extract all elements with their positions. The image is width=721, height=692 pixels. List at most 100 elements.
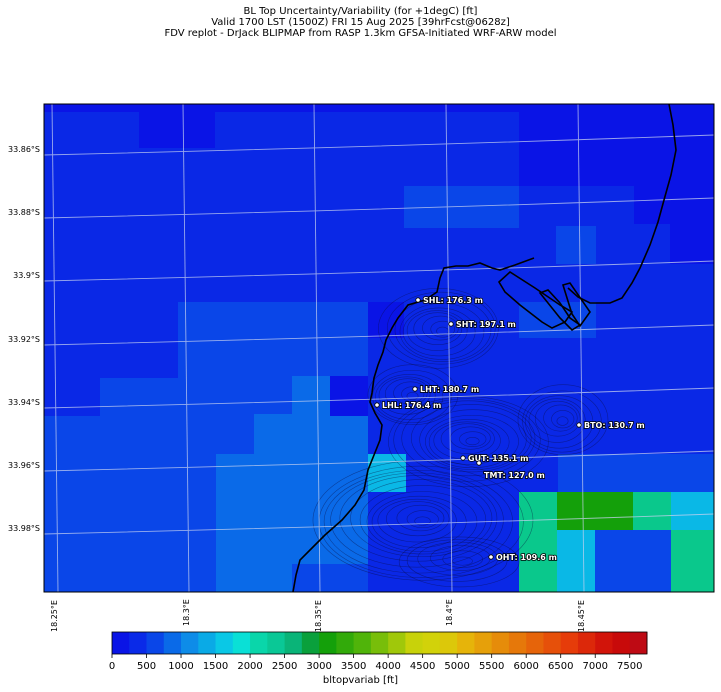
site-marker xyxy=(415,297,421,303)
grid-cell xyxy=(44,492,64,592)
site-marker xyxy=(576,422,582,428)
contour-line xyxy=(378,376,436,415)
contour-line xyxy=(330,472,504,568)
colorbar-swatch xyxy=(612,632,631,654)
colorbar-tick-label: 6500 xyxy=(547,661,574,672)
colorbar-tick-label: 3500 xyxy=(340,661,367,672)
colorbar-swatch xyxy=(457,632,475,654)
contour-line xyxy=(425,414,519,469)
lon-label: 18.45°E xyxy=(577,600,586,632)
grid-cell xyxy=(215,104,714,110)
map-title-line1: BL Top Uncertainty/Variability (for +1de… xyxy=(243,6,478,17)
grid-cell xyxy=(557,530,595,592)
contour-line xyxy=(394,297,492,363)
site-label: TMT: 127.0 m xyxy=(484,471,545,480)
colorbar-tick-label: 7000 xyxy=(582,661,608,672)
grid-cell xyxy=(519,148,714,186)
grid-cell xyxy=(595,568,633,592)
contour-line xyxy=(401,386,425,402)
grid-cell xyxy=(254,414,368,454)
colorbar-swatch xyxy=(491,632,510,654)
grid-cell xyxy=(519,492,557,592)
colorbar-swatch xyxy=(508,632,527,654)
contour-line xyxy=(543,404,578,432)
lon-label: 18.25°E xyxy=(50,600,59,632)
map-title-line3: FDV replot - DrJack BLIPMAP from RASP 1.… xyxy=(164,28,557,39)
colorbar-tick-label: 6000 xyxy=(513,661,539,672)
colorbar-swatch xyxy=(388,632,406,654)
colorbar-swatch xyxy=(474,632,493,654)
grid-cell xyxy=(595,492,633,530)
contour-line xyxy=(452,556,473,566)
contour-line xyxy=(393,381,428,405)
grid-cell xyxy=(44,416,64,492)
site-marker xyxy=(374,402,380,408)
lat-label: 33.88°S xyxy=(8,208,40,217)
contour-line xyxy=(350,479,493,558)
grid-cell xyxy=(557,492,595,530)
colorbar-swatch xyxy=(560,632,579,654)
contour-line xyxy=(442,550,484,568)
contour-line xyxy=(440,423,495,454)
contour-line xyxy=(534,400,581,437)
longitude-line xyxy=(182,104,190,592)
colorbar-swatch xyxy=(577,632,596,654)
colorbar-swatch xyxy=(181,632,199,654)
contour-line xyxy=(422,315,459,341)
site-label: LHL: 176.4 m xyxy=(382,401,441,410)
grid-cell xyxy=(634,186,714,224)
latitude-line xyxy=(44,387,714,409)
colorbar-tick-label: 1500 xyxy=(202,661,229,672)
lat-label: 33.98°S xyxy=(8,524,40,533)
colorbar-swatch xyxy=(439,632,458,654)
colorbar-swatch xyxy=(267,632,286,654)
grid-cell xyxy=(368,302,404,338)
longitude-line xyxy=(51,104,59,592)
latitude-line xyxy=(44,513,714,535)
colorbar-tick-label: 2500 xyxy=(271,661,298,672)
lon-label: 18.4°E xyxy=(445,599,454,626)
lat-label: 33.86°S xyxy=(8,145,40,154)
site-marker xyxy=(460,455,466,461)
colorbar-swatch xyxy=(112,632,130,654)
contour-line xyxy=(551,410,575,429)
latitude-line xyxy=(44,260,714,282)
longitude-line xyxy=(313,104,321,592)
grid-cell xyxy=(556,226,596,264)
contour-line xyxy=(406,392,419,401)
contour-line xyxy=(465,437,480,446)
contour-line xyxy=(428,419,510,465)
graticule xyxy=(44,104,714,592)
contour-line xyxy=(384,378,431,409)
lon-label: 18.35°E xyxy=(314,600,323,632)
colorbar-swatch xyxy=(146,632,165,654)
grid-cell xyxy=(330,376,368,416)
grid-cell xyxy=(633,492,671,530)
grid-cell xyxy=(519,228,556,264)
latitude-line xyxy=(44,324,714,346)
colorbar-swatch xyxy=(232,632,251,654)
grid-cell xyxy=(595,530,633,568)
lat-label: 33.9°S xyxy=(13,271,40,280)
grid-cell xyxy=(64,416,100,592)
contour-line xyxy=(414,516,431,526)
grid-cell xyxy=(633,530,671,592)
colorbar-swatch xyxy=(336,632,355,654)
lon-label: 18.3°E xyxy=(182,599,191,626)
contour-line xyxy=(386,291,496,365)
colorbar-swatch xyxy=(353,632,372,654)
contour-line xyxy=(556,416,569,426)
contour-line xyxy=(419,409,527,471)
grid-cell xyxy=(404,186,519,228)
grid-cell xyxy=(519,302,596,338)
colorbar-tick-label: 2000 xyxy=(237,661,263,672)
grid-cell xyxy=(404,530,519,592)
grid-cell xyxy=(558,454,634,492)
colorbar-tick-label: 5500 xyxy=(478,661,505,672)
site-label: LHT: 180.7 m xyxy=(420,385,479,394)
latitude-line xyxy=(44,197,714,219)
contour-line xyxy=(401,400,536,477)
contour-line xyxy=(410,404,532,473)
colorbar-tick-label: 500 xyxy=(136,661,157,672)
